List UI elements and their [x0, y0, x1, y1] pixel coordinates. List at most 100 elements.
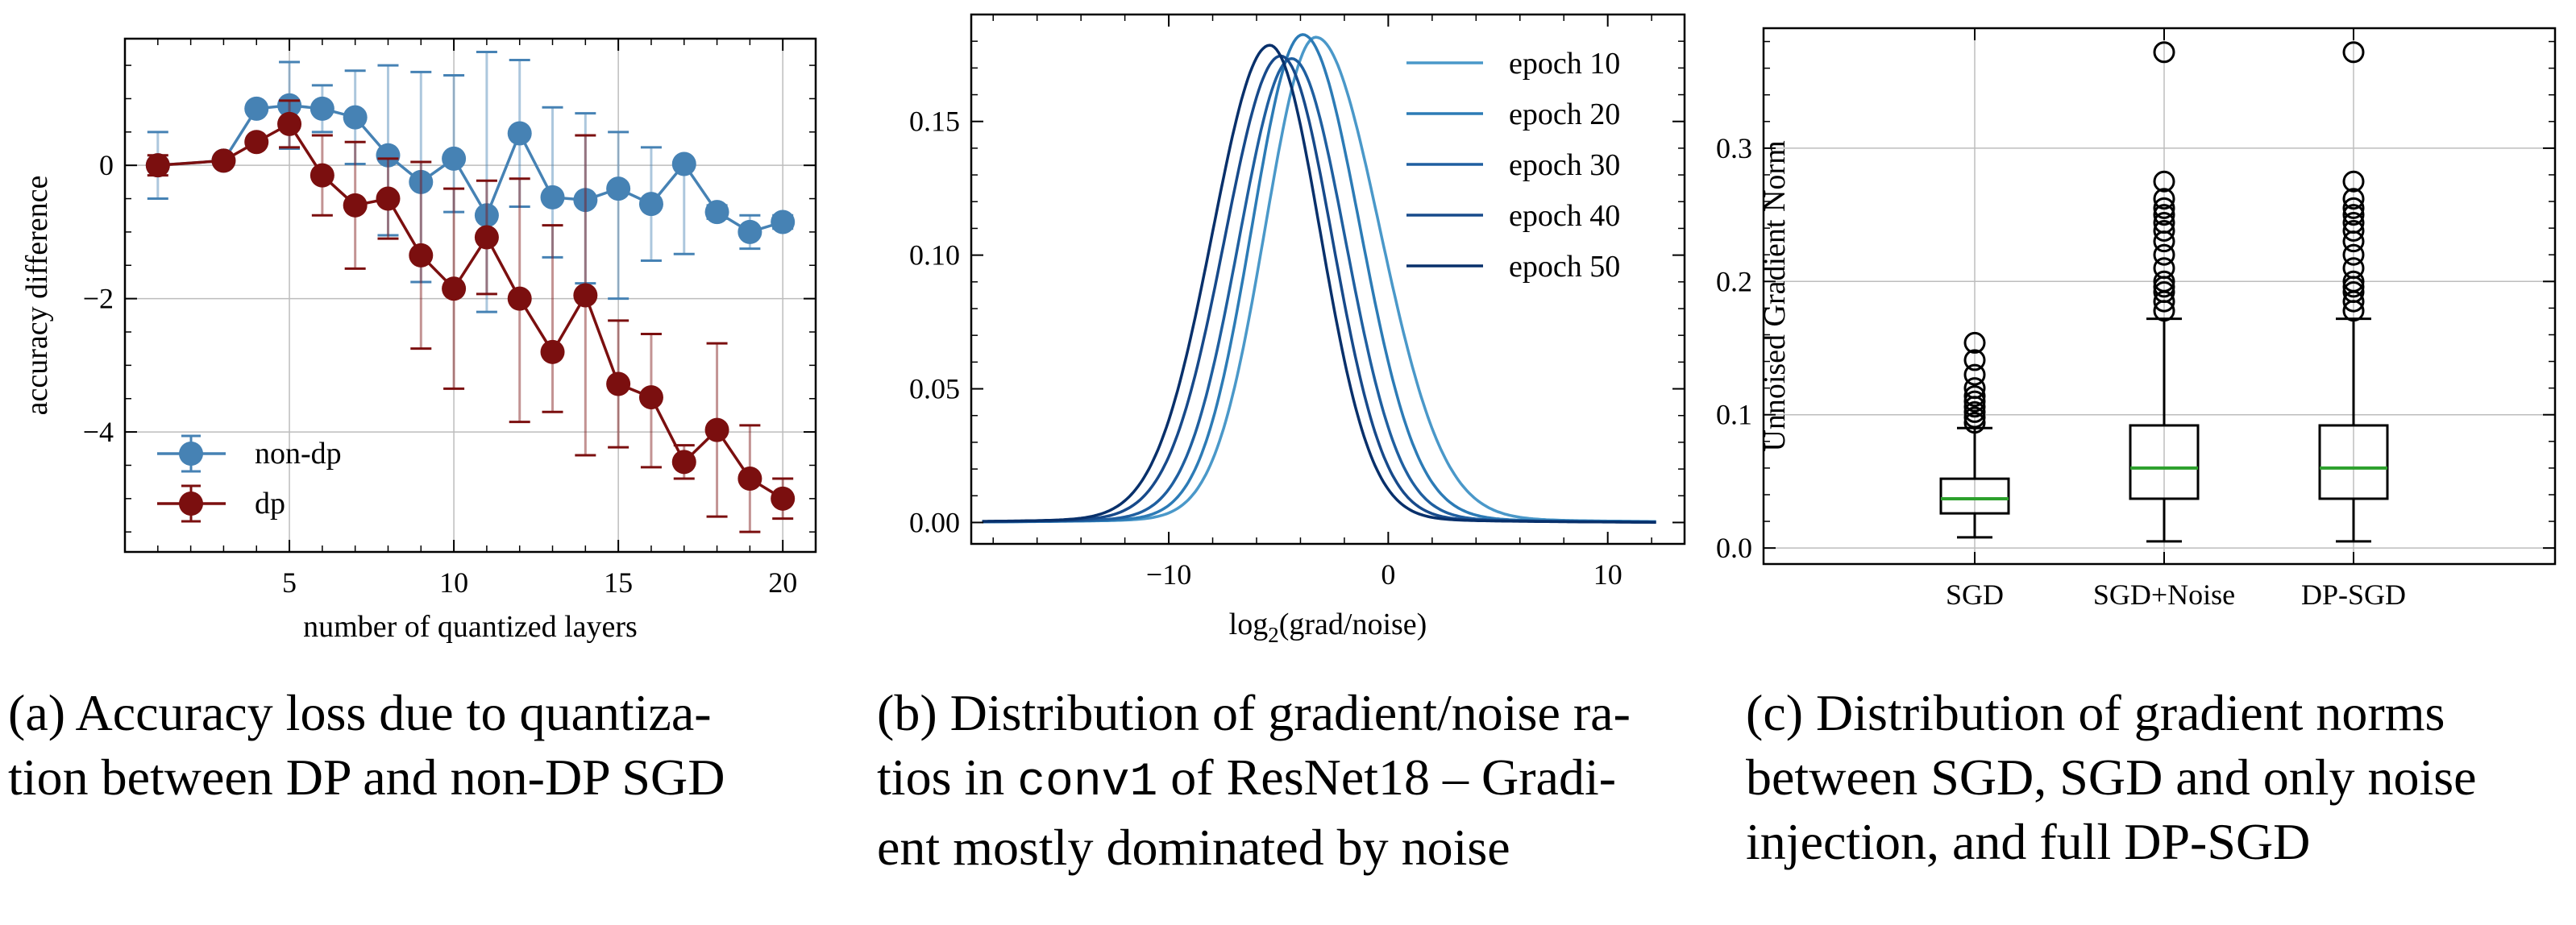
b-ytick-label: 0.15: [909, 106, 960, 138]
c-ytick-label: 0.0: [1716, 532, 1752, 564]
a-nondp-point: [310, 96, 334, 121]
c-box-dpsgd-outlier: [2342, 270, 2365, 292]
figure: 5 10 15 20 −4 −2 0 number of quantized layers ac…: [20, 13, 2557, 647]
caption-c-line1: (c) Distribution of gradient norms: [1746, 684, 2445, 741]
a-dp-point: [145, 153, 170, 178]
a-xtick-label: 10: [439, 566, 468, 599]
b-ytick-label: 0.05: [909, 373, 960, 405]
a-nondp-point: [343, 105, 368, 130]
a-legend-dp-marker: [179, 492, 203, 516]
c-xtick-label: SGD: [1946, 579, 2004, 611]
a-dp-point: [771, 486, 796, 511]
c-box-sgdnoise-outlier: [2153, 219, 2175, 242]
a-nondp-point: [507, 121, 532, 146]
c-box-sgdnoise-outlier: [2153, 212, 2175, 234]
a-nondp-point: [737, 219, 762, 244]
a-dp-point: [474, 225, 499, 250]
caption-c-line2: between SGD, SGD and only noise: [1746, 749, 2477, 806]
a-nondp-point: [606, 176, 631, 201]
a-dp-line: [157, 122, 784, 500]
c-box-sgdnoise-outlier: [2153, 270, 2175, 292]
a-nondp-point: [573, 188, 598, 213]
a-xtick-label: 20: [768, 566, 797, 599]
b-legend-label: epoch 50: [1509, 250, 1620, 284]
c-box-sgdnoise-body: [2129, 424, 2200, 500]
b-frame: [970, 13, 1686, 545]
b-legend-label: epoch 10: [1509, 47, 1620, 81]
caption-b-line3: ent mostly dominated by noise: [877, 819, 1510, 876]
a-dp-point: [540, 339, 565, 364]
c-box-sgdnoise-outlier: [2153, 243, 2175, 266]
caption-a-line1: (a) Accuracy loss due to quantiza-: [8, 684, 712, 741]
c-box-dpsgd-outlier: [2342, 257, 2365, 280]
a-dp-point: [737, 467, 762, 491]
caption-b-line2: tios in conv1 of ResNet18 – Gradi-: [877, 745, 1631, 815]
c-box-sgd-outlier: [1963, 406, 1986, 429]
a-xtick-label: 5: [282, 566, 297, 599]
a-ylabel: accuracy difference: [20, 176, 54, 416]
a-dp-point: [343, 193, 368, 218]
a-nondp-point: [244, 96, 269, 121]
a-nondp-point: [409, 169, 434, 194]
b-curve-epoch50: [982, 44, 1656, 524]
a-dp-point: [244, 130, 269, 155]
c-box-sgd-outlier: [1963, 331, 1986, 354]
caption-a-line2: tion between DP and non-DP SGD: [8, 749, 725, 806]
a-nondp-point: [671, 151, 696, 176]
a-dp-point: [704, 417, 729, 442]
a-nondp-point: [442, 146, 467, 171]
a-dp-point: [573, 283, 598, 308]
caption-b-line1: (b) Distribution of gradient/noise ra-: [877, 684, 1631, 741]
a-ytick-label: 0: [99, 149, 114, 181]
c-box-sgd-outlier: [1963, 363, 1986, 386]
c-box-dpsgd-outlier: [2342, 41, 2365, 64]
c-box-sgdnoise-outlier: [2153, 41, 2175, 64]
a-dp-point: [409, 243, 434, 268]
c-ytick-label: 0.1: [1716, 399, 1752, 431]
a-legend-nondp-marker: [179, 442, 203, 466]
c-box-dpsgd-outlier: [2342, 204, 2365, 226]
c-box-dpsgd-outlier: [2342, 170, 2365, 193]
c-xtick-label: DP-SGD: [2301, 579, 2406, 611]
a-ytick-label: −4: [83, 416, 114, 448]
b-legend-label: epoch 20: [1509, 97, 1620, 131]
c-frame: [1762, 27, 2557, 566]
c-box-dpsgd-body: [2318, 424, 2389, 500]
a-xlabel: number of quantized layers: [303, 610, 638, 644]
b-ytick-label: 0.00: [909, 506, 960, 538]
b-xlabel: log2(grad/noise): [1229, 608, 1427, 647]
c-xtick-label: SGD+Noise: [2093, 579, 2235, 611]
caption-b-line2-pre: tios in: [877, 749, 1018, 806]
c-box-sgd-outlier: [1963, 349, 1986, 371]
caption-b-line2-post: of ResNet18 – Gradi-: [1157, 749, 1617, 806]
a-nondp-point: [540, 185, 565, 209]
a-dp-point: [507, 286, 532, 311]
c-box-sgdnoise-outlier: [2153, 188, 2175, 210]
a-nondp-point: [277, 93, 302, 118]
caption-b: (b) Distribution of gradient/noise ra- t…: [877, 681, 1631, 880]
c-box-sgdnoise-outlier: [2153, 204, 2175, 226]
c-box-sgdnoise-outlier: [2153, 281, 2175, 304]
a-dp-point: [277, 111, 302, 136]
c-box-sgdnoise-outlier: [2153, 197, 2175, 219]
c-box-dpsgd-outlier: [2342, 188, 2365, 210]
caption-c-line3: injection, and full DP-SGD: [1746, 813, 2311, 870]
c-box-sgd-outlier: [1963, 400, 1986, 423]
a-frame: [123, 37, 817, 554]
a-legend-nondp-label: non-dp: [255, 437, 342, 471]
b-xtick-label: 10: [1593, 558, 1622, 591]
a-dp-point: [671, 450, 696, 475]
b-xtick-label: 0: [1381, 558, 1395, 591]
c-box-sgd-outlier: [1963, 385, 1986, 408]
a-dp-point: [211, 148, 236, 173]
a-nondp-point: [771, 209, 796, 234]
a-nondp-point: [474, 203, 499, 228]
caption-c: (c) Distribution of gradient norms betwe…: [1746, 681, 2477, 874]
caption-a: (a) Accuracy loss due to quantiza- tion …: [8, 681, 725, 810]
a-nondp-point: [704, 200, 729, 225]
a-nondp-point: [638, 192, 663, 217]
c-box-dpsgd-outlier: [2342, 197, 2365, 219]
a-nondp-point: [376, 143, 401, 168]
b-xtick-label: −10: [1146, 558, 1191, 591]
b-legend-label: epoch 30: [1509, 148, 1620, 182]
